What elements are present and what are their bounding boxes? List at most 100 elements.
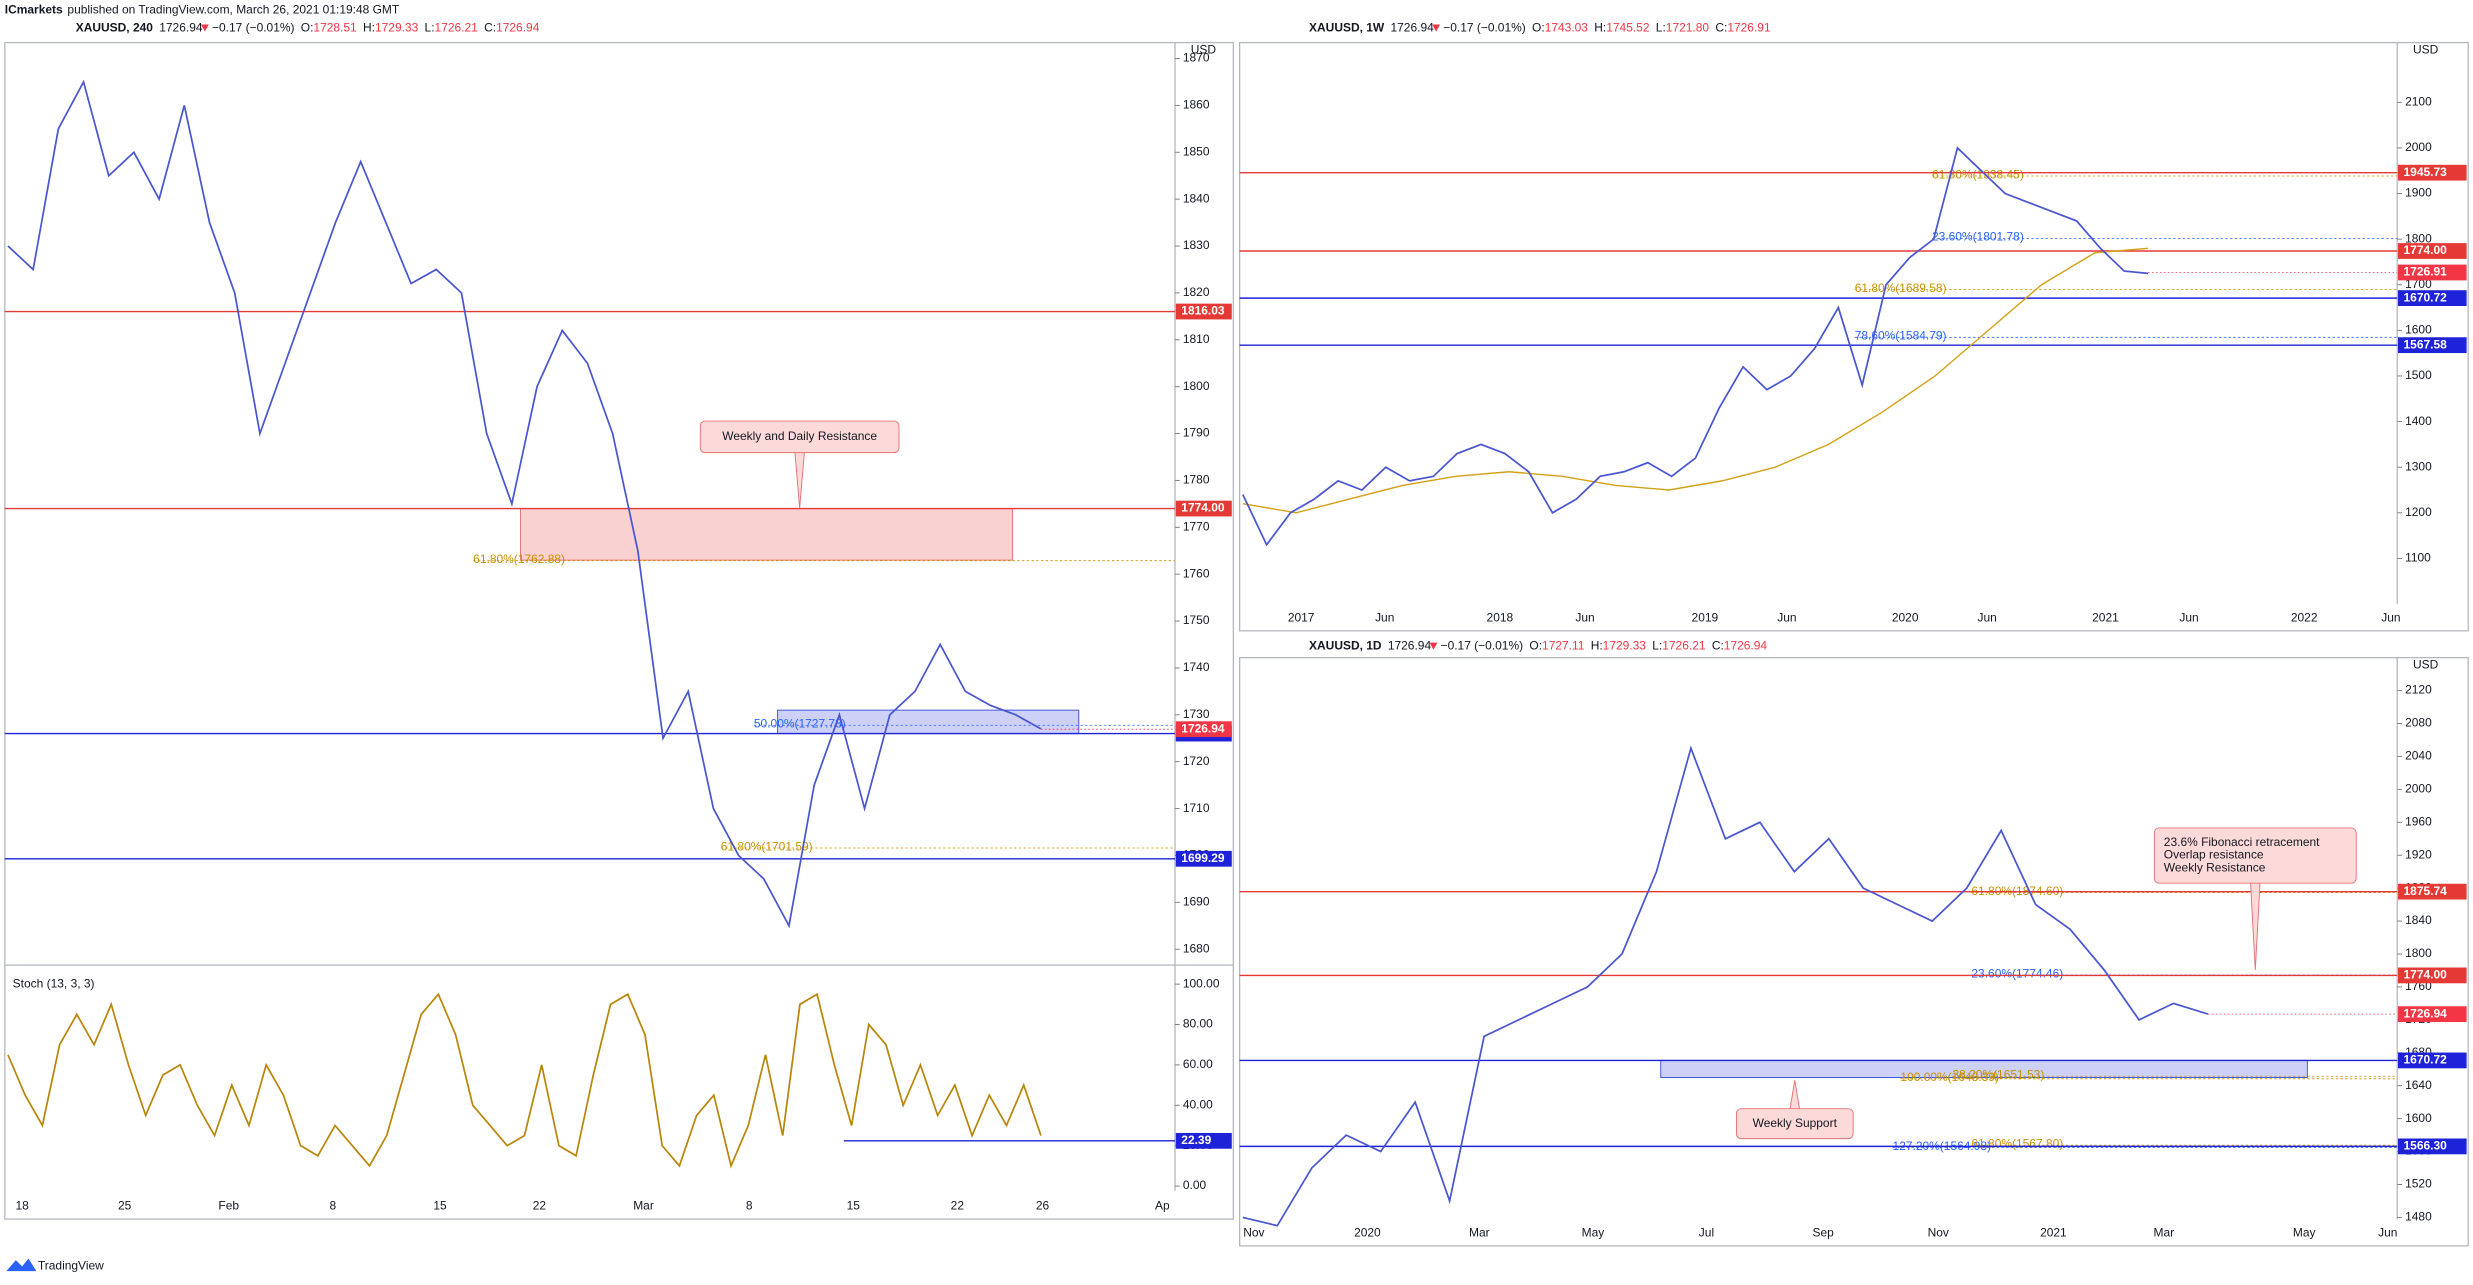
price-badge-label: 1567.58	[2404, 337, 2448, 351]
price-line	[1242, 745, 2209, 1227]
x-tick-label: 8	[330, 1199, 337, 1213]
y-tick-label: 1960	[2405, 814, 2432, 828]
ohlc-key: L:	[1652, 639, 1662, 653]
panel-frame	[4, 41, 1234, 1220]
y-tick-label: 1700	[2405, 277, 2432, 291]
x-tick-label: Mar	[2154, 1225, 2175, 1239]
price-badge	[1175, 303, 1232, 320]
change: −0.17 (−0.01%)	[212, 21, 295, 35]
chart-legend: XAUUSD, 1W 1726.94	[1309, 21, 1434, 35]
fib-label: 61.80%(1689.58)	[1855, 281, 1947, 295]
symbol: XAUUSD, 1D	[1309, 639, 1382, 653]
x-tick-label: 2021	[2040, 1225, 2067, 1239]
y-tick-label: 1760	[1183, 566, 1210, 580]
chart-legend: XAUUSD, 240 1726.94	[76, 21, 203, 35]
y-tick-label: 2100	[2405, 94, 2432, 108]
y-tick-label: 0.00	[1183, 1178, 1207, 1192]
y-tick-label: 1710	[1183, 801, 1210, 815]
price-badge-label: 22.39	[1181, 1133, 1211, 1147]
price-badge	[1175, 500, 1232, 517]
x-tick-label: 26	[1036, 1199, 1050, 1213]
ohlc-key: C:	[1712, 639, 1724, 653]
x-tick-label: 2022	[2291, 610, 2318, 624]
x-tick-label: 2021	[2092, 610, 2119, 624]
x-tick-label: 15	[433, 1199, 447, 1213]
ohlc-key: H:	[363, 21, 375, 35]
currency-label: USD	[2413, 658, 2439, 672]
y-tick-label: 1100	[2405, 551, 2431, 565]
ohlc-value: 1721.80	[1666, 21, 1710, 35]
y-tick-label: 1900	[2405, 186, 2432, 200]
price-line	[7, 79, 1042, 929]
fib-label: 61.80%(1762.88)	[473, 552, 565, 566]
x-tick-label: May	[2293, 1225, 2316, 1239]
y-tick-label: 100.00	[1183, 976, 1220, 990]
price-badge-label: 1726.94	[2404, 1006, 2448, 1020]
chart-legend: XAUUSD, 1D 1726.94	[1309, 639, 1431, 653]
y-tick-label: 1740	[1183, 660, 1210, 674]
y-tick-label: 80.00	[1183, 1017, 1213, 1031]
ohlc-value: 1726.21	[435, 21, 479, 35]
x-tick-label: Feb	[218, 1199, 239, 1213]
fib-label: 61.80%(1938.45)	[1932, 167, 2024, 181]
publish-text: published on TradingView.com, March 26, …	[67, 2, 399, 16]
x-tick-label: 25	[118, 1199, 132, 1213]
ohlc-value: 1745.52	[1606, 21, 1650, 35]
x-tick-label: 15	[847, 1199, 861, 1213]
fib-label: 23.60%(1801.78)	[1932, 230, 2024, 244]
ohlc-legend: −0.17 (−0.01%) O:1728.51 H:1729.33 L:1726.2…	[212, 21, 540, 35]
price-badge	[2398, 164, 2467, 181]
down-arrow	[200, 24, 209, 32]
ohlc-value: 1726.94	[496, 21, 540, 35]
x-tick-label: 2020	[1892, 610, 1919, 624]
price-badge	[2398, 1006, 2467, 1023]
down-arrow	[1429, 642, 1438, 650]
callout-text: Weekly Resistance	[2164, 860, 2266, 874]
y-tick-label: 1770	[1183, 519, 1210, 533]
change: −0.17 (−0.01%)	[1441, 639, 1524, 653]
price-badge	[2398, 290, 2467, 307]
ohlc-value: 1726.94	[1724, 639, 1768, 653]
price-badge-label: 1945.73	[2404, 165, 2448, 179]
y-tick-label: 1790	[1183, 426, 1210, 440]
fib-label: 38.20%(1651.53)	[1952, 1068, 2044, 1082]
x-tick-label: 2018	[1487, 610, 1514, 624]
y-tick-label: 2000	[2405, 140, 2432, 154]
x-tick-label: 22	[533, 1199, 547, 1213]
price-badge	[1175, 850, 1232, 867]
y-tick-label: 2000	[2405, 782, 2432, 796]
y-tick-label: 1750	[1183, 613, 1210, 627]
y-tick-label: 1870	[1183, 51, 1210, 65]
x-tick-label: Jul	[1699, 1225, 1714, 1239]
x-tick-label: 18	[15, 1199, 29, 1213]
price-badge	[2398, 1138, 2467, 1155]
x-tick-label: 22	[951, 1199, 965, 1213]
y-tick-label: 1840	[2405, 913, 2432, 927]
price-badge	[2398, 1052, 2467, 1069]
fib-label: 100.00%(1648.39)	[1900, 1070, 1998, 1084]
ohlc-key: L:	[425, 21, 435, 35]
ohlc-key: O:	[1532, 21, 1545, 35]
x-tick-label: Nov	[1928, 1225, 1949, 1239]
price-badge-label: 1670.72	[2404, 290, 2448, 304]
price-badge-label: 1774.00	[2404, 243, 2448, 257]
down-arrow	[1432, 24, 1441, 32]
price-badge-label: 1726.94	[1181, 721, 1225, 735]
price-badge	[2398, 243, 2467, 259]
price-badge	[1175, 1132, 1232, 1149]
callout	[1735, 1108, 1854, 1140]
ohlc-legend: −0.17 (−0.01%) O:1743.03 H:1745.52 L:1721.8…	[1443, 21, 1771, 35]
symbol: XAUUSD, 1W	[1309, 21, 1385, 35]
ohlc-key: H:	[1594, 21, 1606, 35]
callout-pointer	[794, 452, 805, 508]
y-tick-label: 1800	[2405, 231, 2432, 245]
ohlc-value: 1743.03	[1545, 21, 1589, 35]
callout-pointer	[2250, 883, 2261, 970]
y-tick-label: 1480	[2405, 1210, 2432, 1224]
x-tick-label: Jun	[1777, 610, 1796, 624]
x-tick-label: Jun	[2179, 610, 2198, 624]
x-tick-label: Mar	[1469, 1225, 1490, 1239]
price-badge-label: 1566.30	[2404, 1139, 2448, 1153]
y-tick-label: 1300	[2405, 459, 2432, 473]
